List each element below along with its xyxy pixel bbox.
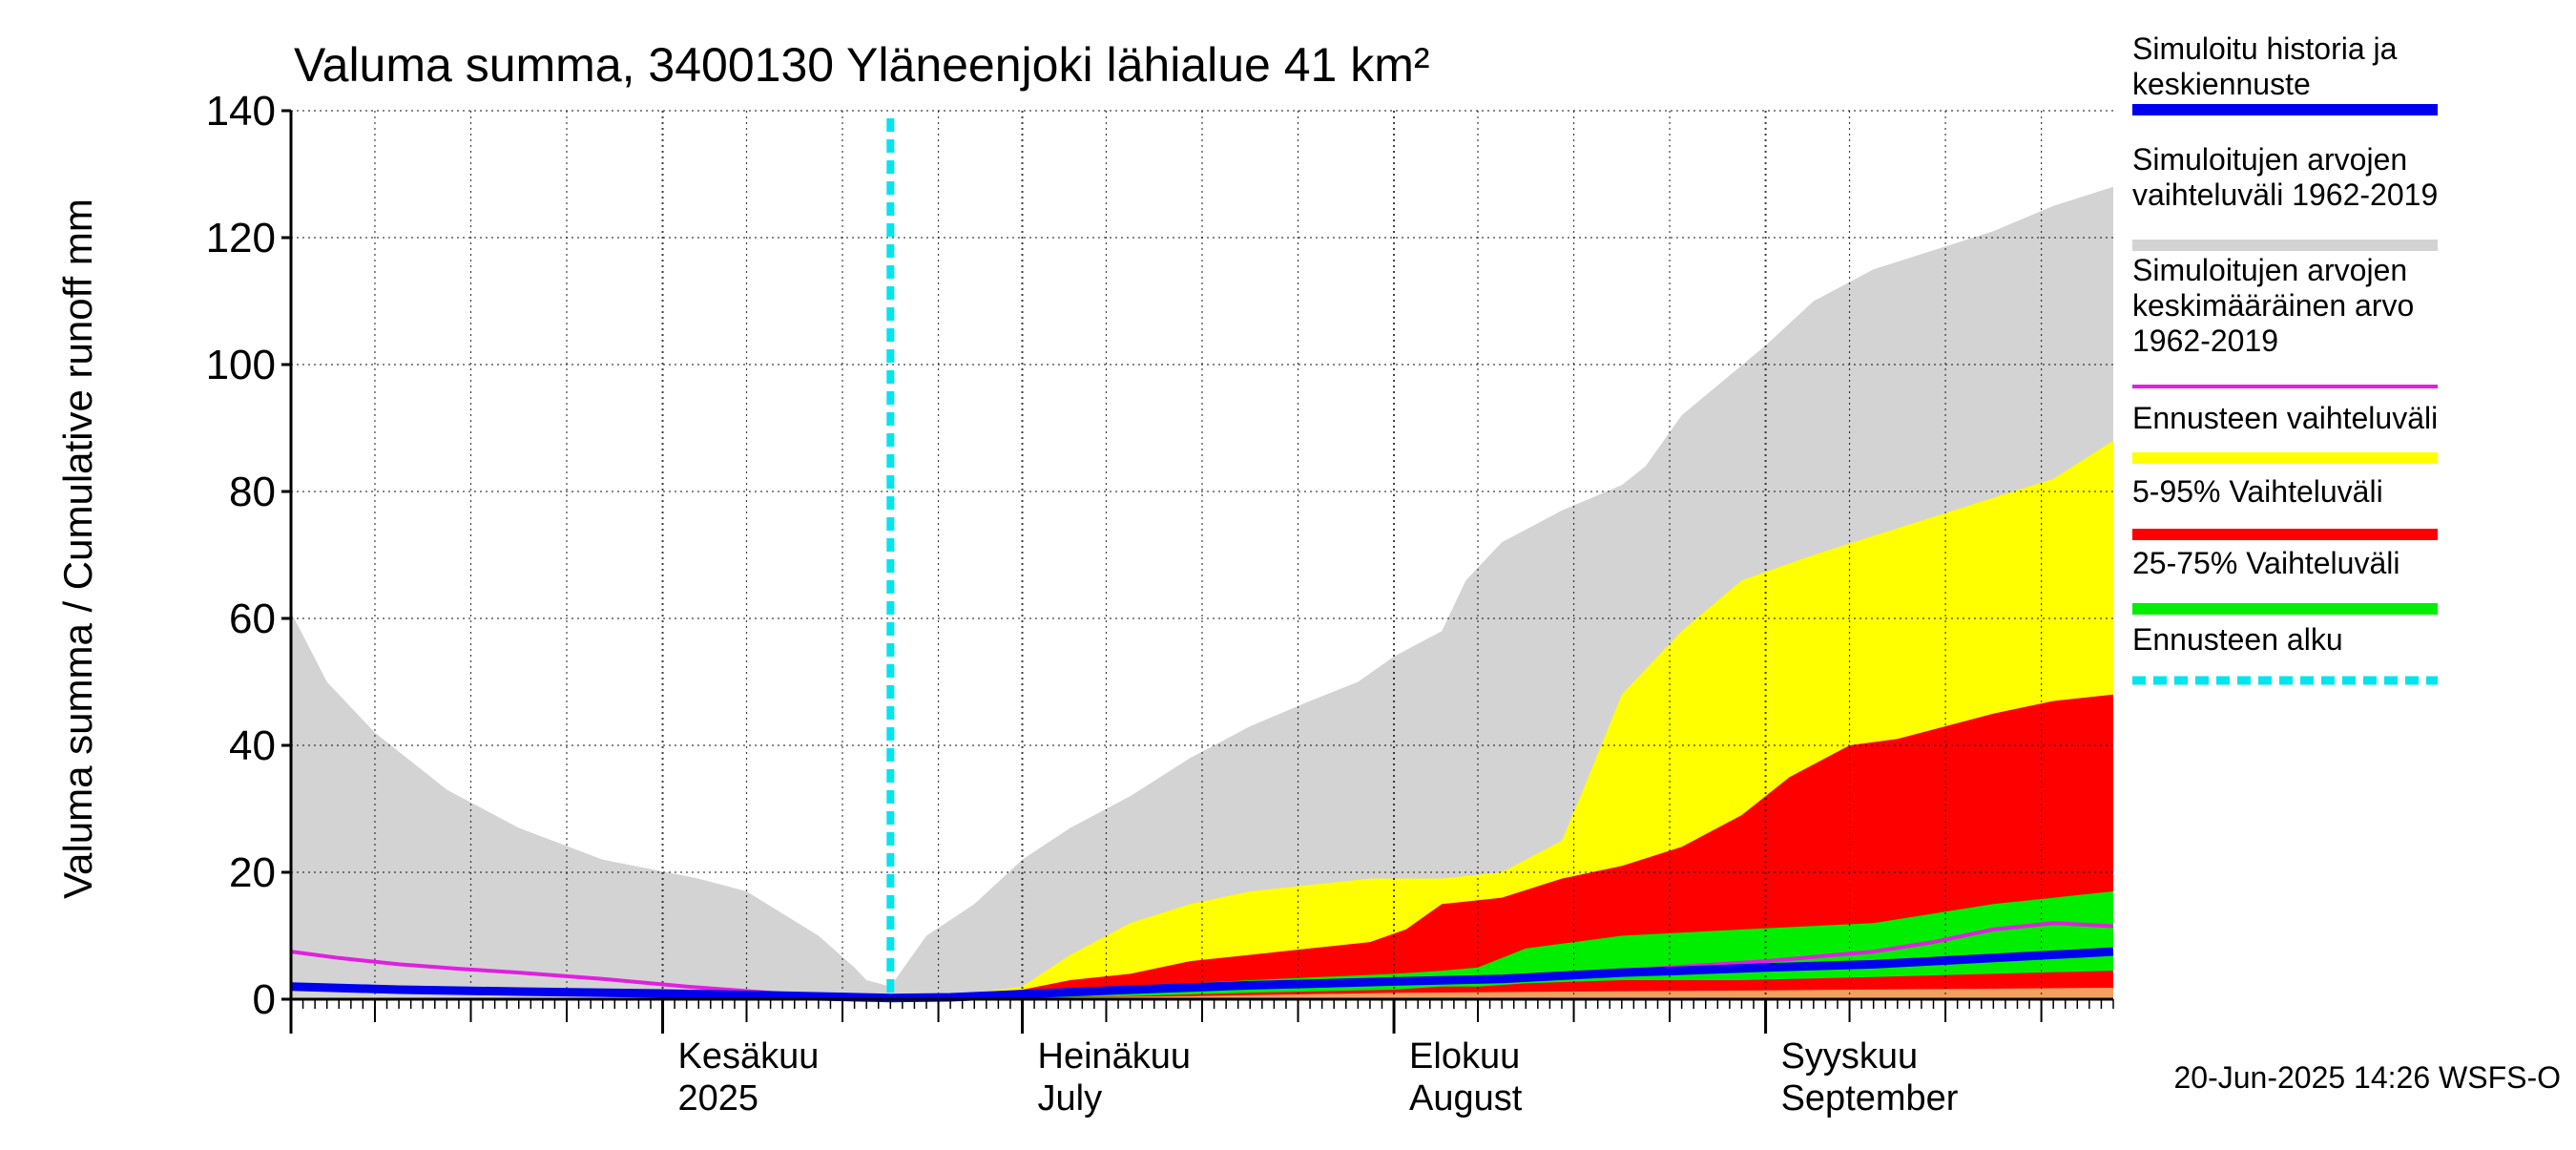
legend-label: Simuloitujen arvojen <box>2132 253 2407 287</box>
p25-75-area <box>890 891 2113 999</box>
y-tick-label: 80 <box>229 469 276 515</box>
legend-label: Simuloitujen arvojen <box>2132 142 2407 177</box>
legend-label: Simuloitu historia ja <box>2132 31 2398 66</box>
x-month-sublabel: 2025 <box>678 1078 759 1119</box>
legend-label: 25-75% Vaihteluväli <box>2132 546 2399 580</box>
simulated-line <box>290 947 2114 1003</box>
y-tick-label: 100 <box>206 342 276 388</box>
grid-lines <box>291 110 2113 999</box>
legend-label: vaihteluväli 1962-2019 <box>2132 178 2438 212</box>
x-month-label: Kesäkuu <box>678 1036 820 1077</box>
x-month-label: Elokuu <box>1409 1036 1520 1077</box>
y-tick-label: 0 <box>253 976 276 1023</box>
timestamp-footer: 20-Jun-2025 14:26 WSFS-O <box>2173 1060 2561 1095</box>
x-month-sublabel: July <box>1038 1078 1103 1119</box>
x-month-sublabel: August <box>1409 1078 1523 1119</box>
y-tick-label: 40 <box>229 722 276 769</box>
low-band-area <box>890 988 2113 999</box>
legend-label: Ennusteen vaihteluväli <box>2132 401 2438 435</box>
x-month-label: Heinäkuu <box>1038 1036 1192 1077</box>
y-tick-label: 20 <box>229 849 276 896</box>
x-month-sublabel: September <box>1781 1078 1959 1119</box>
x-month-label: Syyskuu <box>1781 1036 1919 1077</box>
p5-95-area <box>890 694 2113 999</box>
y-tick-label: 120 <box>206 215 276 261</box>
y-tick-label: 140 <box>206 88 276 135</box>
series-lines <box>290 118 2114 1003</box>
chart-title: Valuma summa, 3400130 Yläneenjoki lähial… <box>294 38 1430 92</box>
series-areas <box>291 186 2113 1000</box>
legend-label: keskimääräinen arvo <box>2132 288 2414 323</box>
legend-label: keskiennuste <box>2132 67 2311 101</box>
legend-label: Ennusteen alku <box>2132 622 2343 657</box>
legend-label: 5-95% Vaihteluväli <box>2132 474 2383 509</box>
y-axis-label: Valuma summa / Cumulative runoff mm <box>55 199 100 899</box>
y-tick-label: 60 <box>229 596 276 642</box>
legend-label: 1962-2019 <box>2132 324 2278 358</box>
